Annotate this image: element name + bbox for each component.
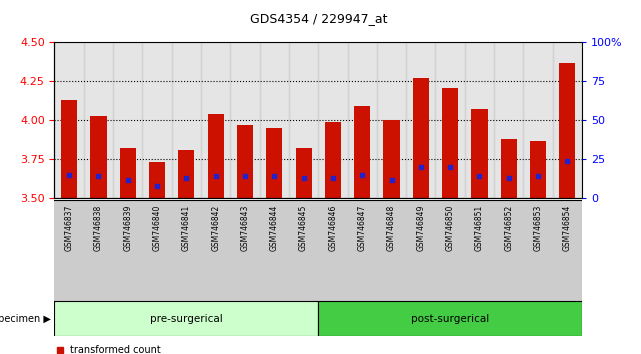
Text: GSM746843: GSM746843 <box>240 205 249 251</box>
Text: GSM746847: GSM746847 <box>358 205 367 251</box>
Bar <box>413 78 429 198</box>
Text: GSM746846: GSM746846 <box>328 205 337 251</box>
Bar <box>524 200 553 301</box>
Bar <box>435 42 465 198</box>
Bar <box>553 200 582 301</box>
Bar <box>90 116 106 198</box>
Bar <box>465 200 494 301</box>
Bar <box>260 200 289 301</box>
Bar <box>142 42 172 198</box>
Bar <box>172 200 201 301</box>
Text: GSM746850: GSM746850 <box>445 205 454 251</box>
Bar <box>377 42 406 198</box>
Bar <box>347 200 377 301</box>
Bar <box>560 63 576 198</box>
Bar <box>319 42 347 198</box>
Text: GSM746845: GSM746845 <box>299 205 308 251</box>
Bar <box>289 200 319 301</box>
Bar <box>319 301 582 336</box>
Bar <box>237 125 253 198</box>
Text: GDS4354 / 229947_at: GDS4354 / 229947_at <box>249 12 387 25</box>
Bar <box>84 42 113 198</box>
Bar <box>289 42 319 198</box>
Text: GSM746839: GSM746839 <box>123 205 132 251</box>
Text: GSM746837: GSM746837 <box>65 205 74 251</box>
Bar <box>230 200 260 301</box>
Bar <box>354 106 370 198</box>
Bar <box>383 120 399 198</box>
Text: GSM746840: GSM746840 <box>153 205 162 251</box>
Bar <box>178 150 194 198</box>
Bar <box>296 148 312 198</box>
Bar <box>406 200 435 301</box>
Bar <box>84 200 113 301</box>
Bar <box>465 42 494 198</box>
Bar <box>201 200 230 301</box>
Bar <box>435 200 465 301</box>
Bar <box>230 42 260 198</box>
Bar <box>113 42 142 198</box>
Bar <box>54 200 84 301</box>
Bar <box>501 139 517 198</box>
Text: specimen ▶: specimen ▶ <box>0 314 51 324</box>
Bar <box>494 42 524 198</box>
Text: GSM746844: GSM746844 <box>270 205 279 251</box>
Bar <box>471 109 488 198</box>
Bar <box>442 88 458 198</box>
Bar <box>347 42 377 198</box>
Text: GSM746853: GSM746853 <box>533 205 542 251</box>
Bar <box>260 42 289 198</box>
Bar <box>142 200 172 301</box>
Bar <box>172 42 201 198</box>
Bar <box>120 148 136 198</box>
Bar <box>54 301 319 336</box>
Text: GSM746848: GSM746848 <box>387 205 396 251</box>
Bar <box>201 42 230 198</box>
Text: GSM746838: GSM746838 <box>94 205 103 251</box>
Bar <box>319 200 347 301</box>
Bar <box>524 42 553 198</box>
Bar <box>54 42 84 198</box>
Text: GSM746842: GSM746842 <box>211 205 220 251</box>
Bar <box>149 162 165 198</box>
Bar <box>406 42 435 198</box>
Bar <box>208 114 224 198</box>
Bar <box>377 200 406 301</box>
Text: transformed count: transformed count <box>71 346 161 354</box>
Text: GSM746841: GSM746841 <box>182 205 191 251</box>
Bar <box>494 200 524 301</box>
Bar <box>266 128 282 198</box>
Bar <box>530 141 546 198</box>
Text: GSM746851: GSM746851 <box>475 205 484 251</box>
Text: post-surgerical: post-surgerical <box>411 314 489 324</box>
Bar <box>113 200 142 301</box>
Text: GSM746849: GSM746849 <box>417 205 426 251</box>
Bar <box>553 42 582 198</box>
Text: GSM746852: GSM746852 <box>504 205 513 251</box>
Text: GSM746854: GSM746854 <box>563 205 572 251</box>
Text: pre-surgerical: pre-surgerical <box>150 314 222 324</box>
Bar <box>61 100 77 198</box>
Bar <box>325 122 341 198</box>
